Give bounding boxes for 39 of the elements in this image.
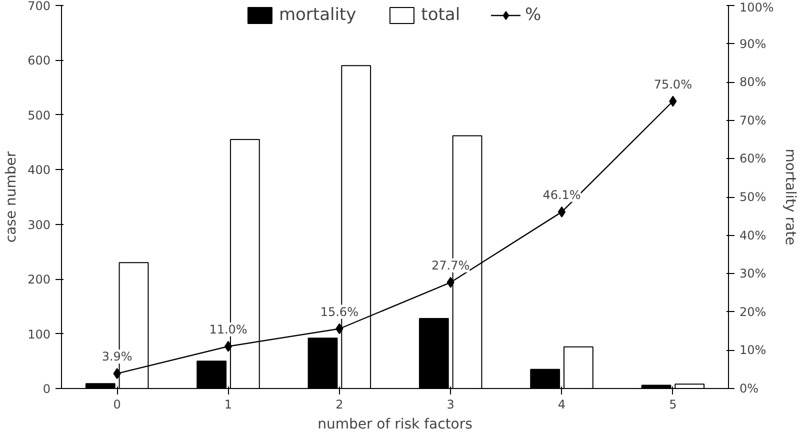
y2-tick-label: 80% [740, 75, 766, 90]
x-tick-label: 0 [113, 398, 121, 412]
x-tick-label: 2 [336, 398, 344, 412]
y-tick-label: 300 [28, 218, 50, 232]
data-label: 11.0% [209, 322, 248, 336]
y-tick-label: 100 [28, 327, 50, 342]
y-axis-title: case number [4, 151, 20, 243]
x-tick-label: 5 [669, 398, 677, 412]
x-axis-title: number of risk factors [318, 416, 472, 432]
x-tick-label: 4 [558, 398, 566, 412]
point [224, 340, 232, 352]
y2-tick-label: 60% [740, 152, 766, 166]
x-tick-label: 3 [446, 398, 454, 412]
y2-tick-label: 40% [740, 228, 766, 242]
y-tick-label: 600 [28, 54, 50, 68]
y2-tick-label: 70% [740, 113, 766, 128]
y2-tick-label: 50% [740, 190, 766, 204]
x-tick-label: 1 [224, 398, 232, 412]
y2-axis-title: mortality rate [782, 148, 798, 246]
y2-tick-label: 10% [740, 343, 766, 358]
data-label: 75.0% [654, 77, 692, 92]
y2-tick-label: 20% [740, 304, 766, 319]
point [558, 206, 566, 218]
legend-label: mortality [278, 5, 356, 25]
data-label: 27.7% [432, 258, 470, 272]
y2-tick-label: 30% [740, 266, 766, 281]
y2-tick-label: 90% [740, 36, 766, 51]
data-label: 46.1% [542, 188, 581, 202]
y-tick-label: 500 [28, 108, 50, 122]
data-label: 3.9% [102, 350, 132, 364]
data-label: 15.6% [320, 304, 358, 319]
y-tick-label: 400 [28, 163, 50, 178]
legend-label: total [421, 5, 460, 25]
y2-tick-label: 100% [740, 0, 774, 14]
y-tick-label: 0 [42, 382, 51, 396]
y-tick-label: 700 [28, 0, 50, 13]
y2-tick-label: 0% [740, 382, 759, 396]
legend-label: % [525, 5, 542, 25]
y-tick-label: 200 [28, 272, 50, 287]
